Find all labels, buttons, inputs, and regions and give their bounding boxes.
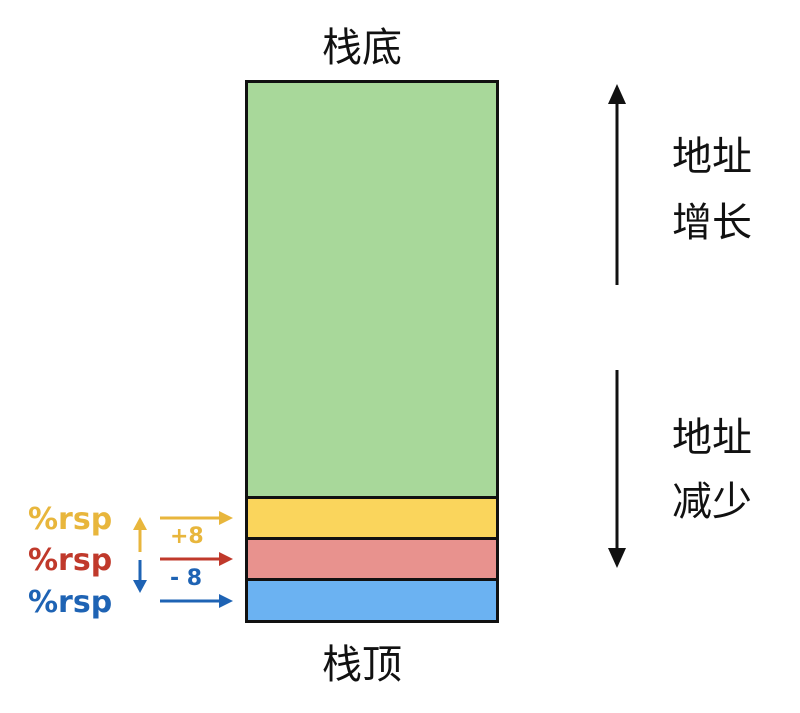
rsp-red-arrow bbox=[160, 552, 233, 566]
address-increase-line1: 地址 bbox=[672, 134, 752, 180]
rsp-blue-arrow bbox=[160, 594, 233, 608]
address-up-arrow bbox=[608, 84, 626, 285]
rsp-label-blue: %rsp bbox=[28, 585, 113, 620]
address-increase-line2: 增长 bbox=[672, 200, 752, 246]
rsp-label-red: %rsp bbox=[28, 543, 113, 578]
stack-slot-blue bbox=[245, 578, 499, 623]
rsp-yellow-arrow bbox=[160, 511, 233, 525]
rsp-label-yellow: %rsp bbox=[28, 502, 113, 537]
stack-body bbox=[245, 80, 499, 499]
minus-8-label: - 8 bbox=[170, 566, 203, 591]
plus-8-label: +8 bbox=[170, 524, 204, 549]
address-down-arrow bbox=[608, 370, 626, 568]
small-down-arrow bbox=[133, 560, 147, 593]
small-up-arrow bbox=[133, 517, 147, 552]
stack-bottom-label: 栈底 bbox=[322, 25, 402, 71]
address-decrease-line2: 减少 bbox=[672, 479, 752, 525]
address-decrease-line1: 地址 bbox=[672, 415, 752, 461]
stack-slot-red bbox=[245, 537, 499, 581]
stack-top-label: 栈顶 bbox=[322, 642, 402, 688]
